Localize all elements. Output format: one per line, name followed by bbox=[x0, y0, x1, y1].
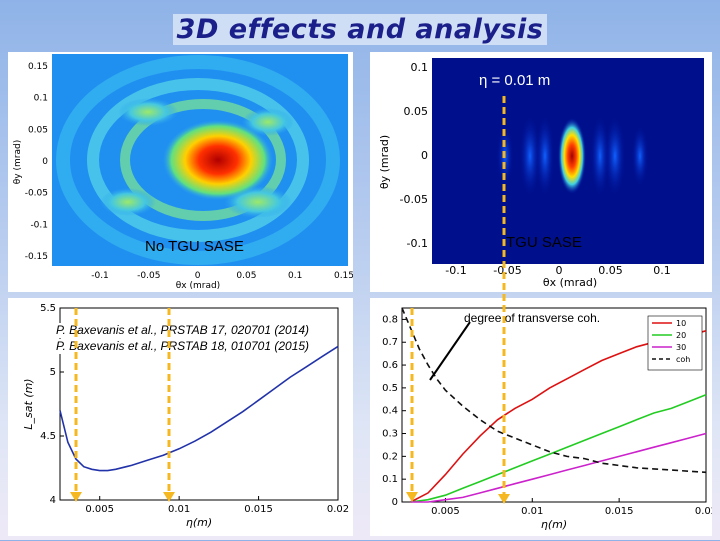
no-tgu-intensity-panel: 0.15 0.1 0.05 0 -0.05 -0.1 -0.15 -0.1 -0.05 0 0.0… bbox=[8, 52, 354, 292]
intensity-core bbox=[163, 120, 273, 200]
x-axis-label: θx (mrad) bbox=[176, 281, 220, 291]
intensity-core bbox=[558, 118, 586, 194]
y-tick-label: -0.1 bbox=[30, 220, 48, 230]
x-axis-label: η(m) bbox=[541, 518, 567, 531]
y-tick-label: 0.6 bbox=[382, 360, 398, 371]
legend bbox=[647, 315, 703, 371]
y-tick-label: 0.2 bbox=[382, 451, 398, 462]
y-tick-label: 5.5 bbox=[40, 303, 56, 314]
coherence-annotation: degree of transverse coh. bbox=[464, 311, 601, 325]
y-tick-labels: 0.15 0.1 0.05 0 -0.05 -0.1 -0.15 bbox=[25, 62, 49, 262]
x-tick-label: 0.015 bbox=[605, 506, 634, 517]
y-tick-labels: 0.1 0.05 0 -0.05 -0.1 bbox=[400, 61, 428, 250]
series-line-20 bbox=[410, 393, 707, 503]
x-tick-label: 0.02 bbox=[695, 506, 712, 517]
x-tick-labels: -0.1 -0.05 0 0.05 0.1 0.15 bbox=[91, 271, 354, 281]
y-tick-label: 0.5 bbox=[382, 383, 398, 394]
y-axis-label: θy (mrad) bbox=[378, 135, 391, 189]
y-tick-label: -0.1 bbox=[407, 237, 428, 250]
y-tick-label: 0 bbox=[421, 149, 428, 162]
eta-value-label: η = 0.01 m bbox=[479, 72, 551, 89]
x-tick-labels: -0.1 -0.05 0 0.05 0.1 bbox=[445, 264, 670, 277]
slide-title: 3D effects and analysis bbox=[0, 14, 720, 45]
legend-entry: 20 bbox=[676, 331, 686, 340]
x-tick-label: 0.01 bbox=[168, 504, 190, 515]
y-tick-label: 4 bbox=[50, 495, 56, 506]
series-line-0 bbox=[59, 345, 339, 472]
series-line-30 bbox=[410, 432, 707, 503]
x-tick-label: 0.05 bbox=[598, 264, 623, 277]
y-tick-label: -0.15 bbox=[25, 252, 48, 262]
reference-1: P. Baxevanis et al., PRSTAB 17, 020701 (… bbox=[56, 323, 310, 338]
reference-2: P. Baxevanis et al., PRSTAB 18, 010701 (… bbox=[56, 339, 310, 354]
x-tick-label: -0.1 bbox=[91, 271, 109, 281]
y-tick-label: 4.5 bbox=[40, 431, 56, 442]
y-tick-label: 0.8 bbox=[382, 314, 398, 325]
coherence-chart: 0.005 0.01 0.015 0.02 0.8 0.7 0.6 0.5 0.4 0.3 0.2 0… bbox=[382, 307, 717, 531]
x-tick-label: 0 bbox=[556, 264, 563, 277]
tgu-intensity-panel: 0.1 0.05 0 -0.05 -0.1 -0.1 -0.05 0 0.05 0.1 θx (… bbox=[370, 52, 712, 292]
y-tick-label: -0.05 bbox=[25, 189, 48, 199]
x-tick-label: 0.005 bbox=[85, 504, 114, 515]
no-tgu-label: No TGU SASE bbox=[145, 238, 244, 255]
y-tick-label: 0 bbox=[392, 497, 398, 508]
y-tick-label: 0.05 bbox=[28, 125, 48, 135]
x-tick-label: 0.005 bbox=[431, 506, 460, 517]
y-axis-label: θy (mrad) bbox=[13, 140, 23, 184]
x-tick-label: 0 bbox=[195, 271, 201, 281]
y-tick-label: 0.1 bbox=[411, 61, 429, 74]
y-tick-label: 0.3 bbox=[382, 429, 398, 440]
x-tick-label: 0.02 bbox=[327, 504, 349, 515]
x-tick-label: 0.05 bbox=[236, 271, 256, 281]
x-tick-label: 0.01 bbox=[521, 506, 543, 517]
x-tick-label: 0.15 bbox=[334, 271, 353, 281]
no-tgu-intensity-svg: 0.15 0.1 0.05 0 -0.05 -0.1 -0.15 -0.1 -0.05 0 0.0… bbox=[13, 54, 354, 291]
legend-entry: coh bbox=[676, 355, 690, 364]
y-tick-label: 0.1 bbox=[34, 94, 48, 104]
y-axis-label: L_sat (m) bbox=[22, 378, 35, 429]
y-tick-label: 0.05 bbox=[404, 105, 429, 118]
y-tick-label: 0.15 bbox=[28, 62, 48, 72]
y-tick-label: 0.4 bbox=[382, 406, 398, 417]
series-line-coh bbox=[401, 307, 707, 474]
y-tick-label: -0.05 bbox=[400, 193, 428, 206]
legend-entry: 10 bbox=[676, 319, 686, 328]
x-tick-label: 0.1 bbox=[288, 271, 302, 281]
y-tick-label: 5 bbox=[50, 367, 56, 378]
y-tick-label: 0.7 bbox=[382, 337, 398, 348]
y-tick-label: 0.1 bbox=[382, 474, 398, 485]
x-tick-label: 0.1 bbox=[653, 264, 671, 277]
legend-entry: 30 bbox=[676, 343, 686, 352]
x-tick-label: -0.05 bbox=[137, 271, 160, 281]
x-tick-label: -0.05 bbox=[493, 264, 521, 277]
tgu-intensity-svg: 0.1 0.05 0 -0.05 -0.1 -0.1 -0.05 0 0.05 0.1 θx (… bbox=[378, 58, 704, 289]
coherence-chart-panel: 0.005 0.01 0.015 0.02 0.8 0.7 0.6 0.5 0.4 0.3 0.2 0… bbox=[370, 298, 717, 536]
y-tick-label: 0 bbox=[42, 157, 48, 167]
x-tick-label: 0.015 bbox=[244, 504, 273, 515]
x-axis-label: η(m) bbox=[186, 516, 212, 529]
tgu-label: TGU SASE bbox=[506, 234, 582, 251]
x-axis-label: θx (mrad) bbox=[543, 276, 597, 289]
x-tick-label: -0.1 bbox=[445, 264, 466, 277]
